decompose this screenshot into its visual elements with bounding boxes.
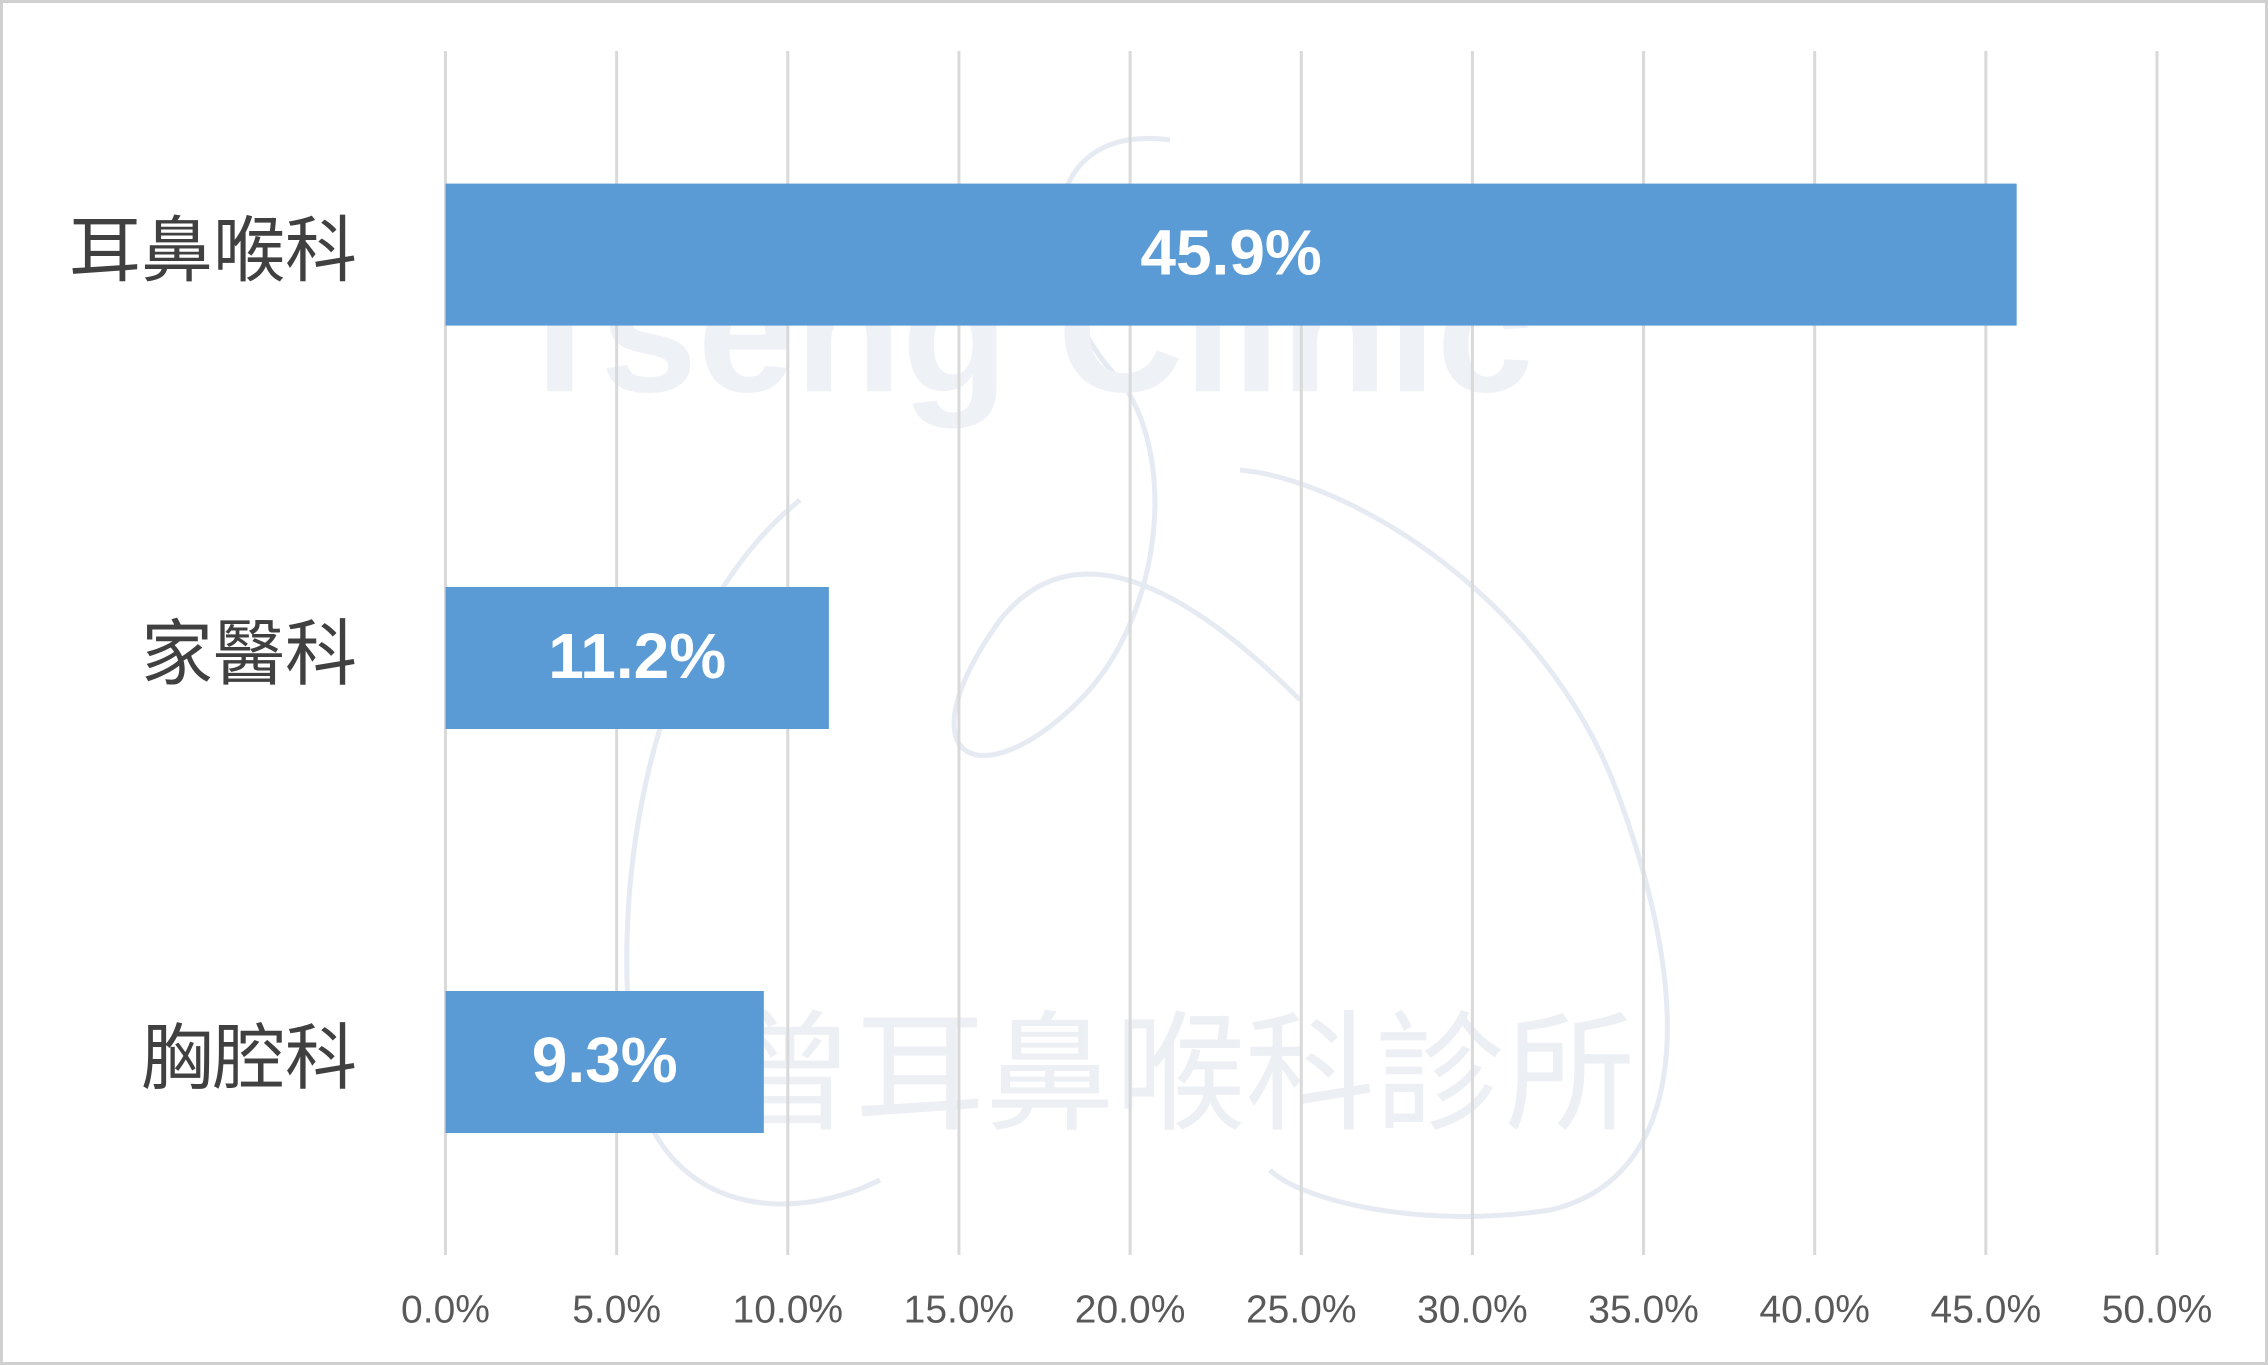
watermark-text: 曾耳鼻喉科診所 xyxy=(725,1001,1635,1147)
value-label: 9.3% xyxy=(532,1024,678,1096)
x-tick-label: 10.0% xyxy=(733,1288,844,1331)
y-tick-label: 家醫科 xyxy=(141,615,357,695)
x-tick-label: 25.0% xyxy=(1246,1288,1357,1331)
x-tick-label: 0.0% xyxy=(401,1288,490,1331)
value-label: 45.9% xyxy=(1140,217,1321,289)
x-tick-label: 35.0% xyxy=(1588,1288,1699,1331)
x-tick-label: 20.0% xyxy=(1075,1288,1186,1331)
x-tick-label: 45.0% xyxy=(1931,1288,2042,1331)
x-tick-label: 40.0% xyxy=(1759,1288,1870,1331)
y-tick-label: 胸腔科 xyxy=(141,1019,357,1099)
y-tick-label: 耳鼻喉科 xyxy=(69,212,357,292)
bar xyxy=(445,991,764,1133)
bar xyxy=(445,183,2017,326)
x-tick-label: 30.0% xyxy=(1417,1288,1528,1331)
bar xyxy=(445,587,829,729)
x-tick-label: 50.0% xyxy=(2102,1288,2213,1331)
value-label: 11.2% xyxy=(548,620,726,692)
x-tick-label: 5.0% xyxy=(572,1288,661,1331)
x-tick-label: 15.0% xyxy=(904,1288,1015,1331)
